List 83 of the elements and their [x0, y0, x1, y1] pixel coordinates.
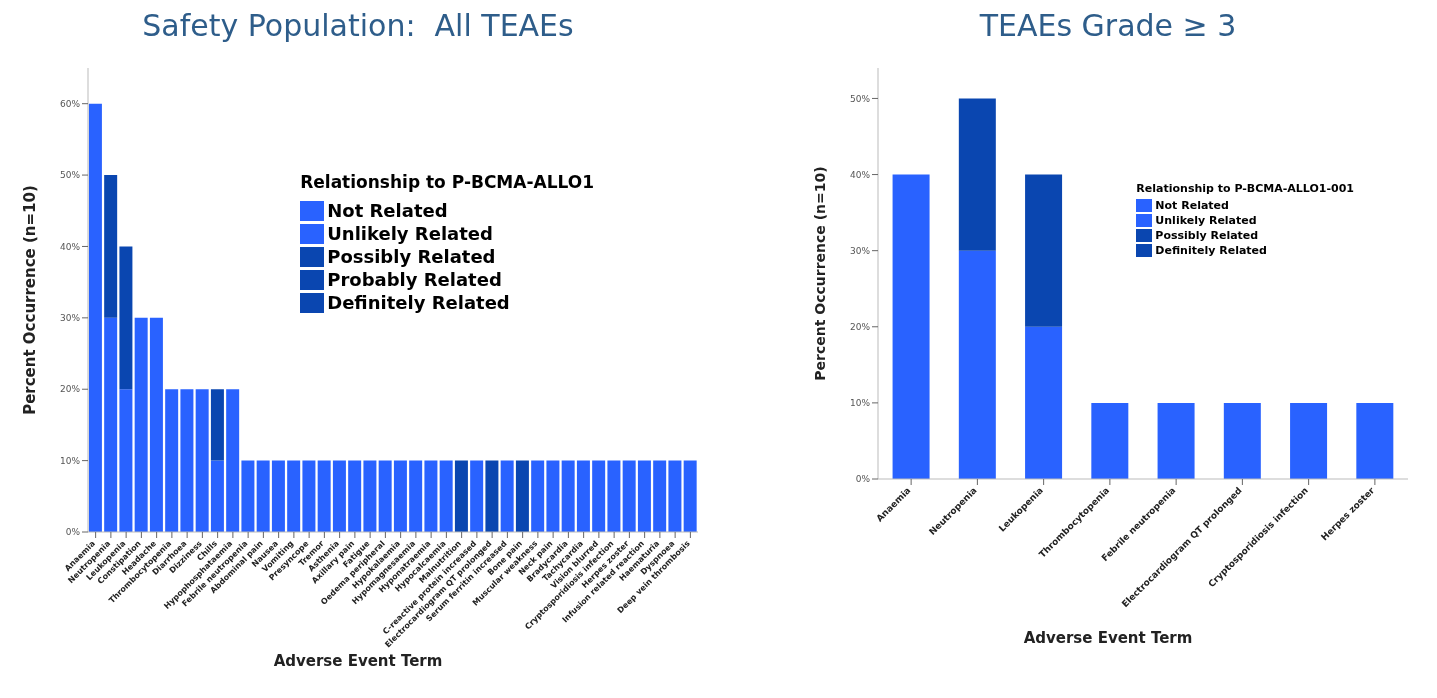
bar [363, 460, 377, 532]
bar [1223, 402, 1261, 479]
bar [1356, 402, 1394, 479]
y-tick-label: 0% [65, 527, 81, 538]
chart-title: TEAEs Grade ≥ 3 [978, 8, 1238, 45]
bar [104, 175, 118, 318]
y-tick-label: 50% [849, 93, 871, 104]
y-tick-label: 40% [849, 169, 871, 180]
y-axis-title: Percent Occurrence (n=10) [21, 185, 40, 415]
bar [500, 460, 514, 532]
bar [653, 460, 667, 532]
bar [561, 460, 575, 532]
bar [302, 460, 316, 532]
x-axis-title: Adverse Event Term [272, 652, 444, 670]
bar [1025, 174, 1063, 327]
bar [378, 460, 392, 532]
legend-label: Definitely Related [326, 292, 511, 313]
bar [210, 389, 224, 461]
bar [210, 460, 224, 532]
bar [241, 460, 255, 532]
y-axis-title: Percent Occurrence (n=10) [811, 166, 828, 381]
bar [287, 460, 301, 532]
y-tick-label: 10% [59, 455, 81, 466]
bar [576, 460, 590, 532]
bar [332, 460, 346, 532]
bar [531, 460, 545, 532]
bar [1091, 402, 1129, 479]
legend-label: Unlikely Related [326, 223, 494, 244]
legend-label: Not Related [1154, 199, 1230, 212]
bar [592, 460, 606, 532]
bar [149, 317, 163, 532]
bar [637, 460, 651, 532]
y-tick-label: 0% [855, 474, 871, 485]
bar [180, 389, 194, 532]
bar [165, 389, 179, 532]
bar [454, 460, 468, 532]
y-tick-label: 10% [849, 398, 871, 409]
y-tick-label: 20% [59, 384, 81, 395]
legend-title: Relationship to P-BCMA-ALLO1-001 [1136, 182, 1354, 195]
bar [317, 460, 331, 532]
legend-label: Unlikely Related [1154, 214, 1258, 227]
bar [348, 460, 362, 532]
bar [892, 174, 930, 479]
chart-title: Safety Population: All TEAEs [141, 8, 575, 45]
bar [683, 460, 697, 532]
y-tick-label: 20% [849, 321, 871, 332]
legend-label: Possibly Related [326, 246, 497, 267]
bar [439, 460, 453, 532]
bar [104, 317, 118, 532]
x-axis-title: Adverse Event Term [1022, 629, 1194, 647]
bar [622, 460, 636, 532]
bar [958, 98, 996, 251]
bar [271, 460, 285, 532]
y-tick-label: 30% [849, 245, 871, 256]
legend-title: Relationship to P-BCMA-ALLO1 [300, 172, 594, 192]
bar [485, 460, 499, 532]
bar [1290, 402, 1328, 479]
bar [88, 103, 102, 532]
bar [119, 389, 133, 532]
bar [226, 389, 240, 532]
bar [409, 460, 423, 532]
bar [668, 460, 682, 532]
bar [424, 460, 438, 532]
bar [256, 460, 270, 532]
legend-label: Not Related [326, 200, 449, 221]
bar [1025, 326, 1063, 479]
bar [515, 460, 529, 532]
bar [393, 460, 407, 532]
bar [119, 246, 133, 390]
legend-label: Possibly Related [1154, 229, 1260, 242]
y-tick-label: 40% [59, 241, 81, 252]
bar [195, 389, 209, 532]
bar [1157, 402, 1195, 479]
y-tick-label: 60% [59, 98, 81, 109]
y-tick-label: 30% [59, 313, 81, 324]
legend-label: Probably Related [326, 269, 503, 290]
bar [607, 460, 621, 532]
bar [134, 317, 148, 532]
y-tick-label: 50% [59, 170, 81, 181]
legend-label: Definitely Related [1154, 244, 1268, 257]
bar [958, 250, 996, 479]
bar [546, 460, 560, 532]
bar [470, 460, 484, 532]
